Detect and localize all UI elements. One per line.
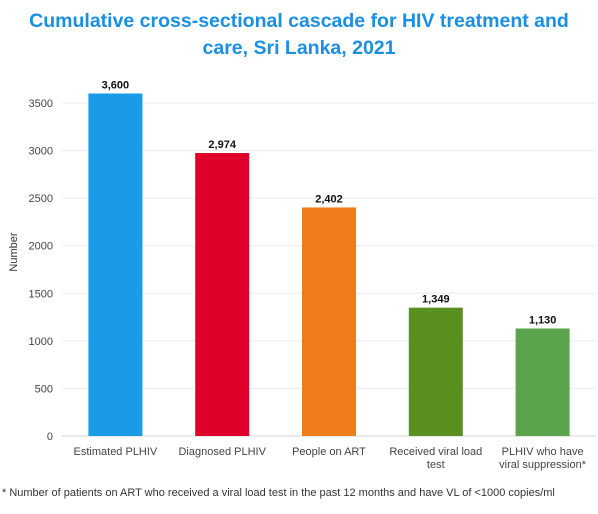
- y-axis-ticks: 0 500 1000 1500 2000 2500 3000 3500: [29, 98, 53, 443]
- data-label: 1,130: [529, 314, 557, 326]
- data-label: 2,974: [208, 139, 236, 151]
- gridlines: [62, 102, 596, 437]
- y-tick-label: 1500: [29, 288, 53, 300]
- y-tick-label: 500: [35, 383, 53, 395]
- x-axis-ticks: Estimated PLHIV Diagnosed PLHIV People on …: [74, 446, 587, 471]
- data-label: 3,600: [102, 79, 130, 91]
- data-labels: 3,600 2,974 2,402 1,349 1,130: [102, 79, 557, 326]
- bar: [302, 207, 356, 436]
- bar: [515, 328, 570, 436]
- x-tick-label: PLHIV who have: [502, 446, 584, 458]
- data-label: 1,349: [422, 294, 450, 306]
- x-tick-label: viral suppression*: [499, 459, 587, 471]
- bars: [88, 93, 570, 436]
- y-axis-label: Number: [8, 232, 20, 271]
- y-tick-label: 3000: [29, 146, 53, 158]
- chart-title: Cumulative cross-sectional cascade for H…: [0, 8, 598, 62]
- bar: [408, 307, 463, 436]
- bar: [195, 153, 250, 436]
- bar: [88, 93, 143, 436]
- y-tick-label: 1000: [29, 336, 53, 348]
- x-tick-label: Estimated PLHIV: [74, 446, 158, 458]
- x-tick-label: test: [427, 459, 445, 471]
- y-tick-label: 0: [47, 431, 53, 443]
- chart-title-line-2: care, Sri Lanka, 2021: [202, 37, 396, 59]
- data-label: 2,402: [315, 193, 343, 205]
- x-tick-label: Received viral load: [389, 446, 482, 458]
- footnote: * Number of patients on ART who received…: [2, 487, 555, 499]
- y-tick-label: 3500: [29, 98, 53, 110]
- x-tick-label: Diagnosed PLHIV: [178, 446, 266, 458]
- y-tick-label: 2500: [29, 193, 53, 205]
- x-tick-label: People on ART: [292, 446, 366, 458]
- y-tick-label: 2000: [29, 241, 53, 253]
- chart-title-line-1: Cumulative cross-sectional cascade for H…: [29, 10, 569, 32]
